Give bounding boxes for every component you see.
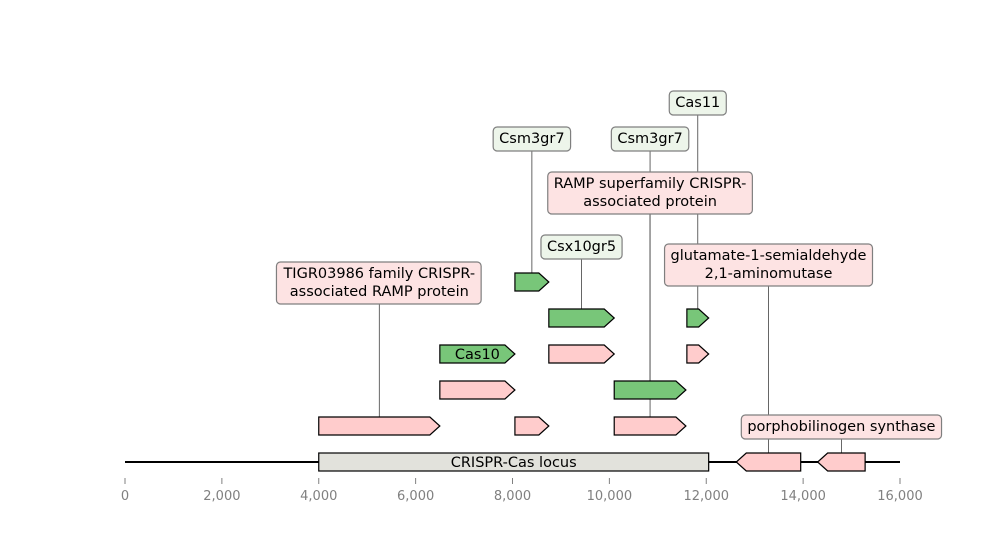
callout-box bbox=[668, 90, 727, 116]
callout-box bbox=[740, 414, 943, 440]
axis-tick-label: 4,000 bbox=[300, 489, 337, 504]
gene-callout: Cas11 bbox=[668, 90, 727, 116]
gene-callout: porphobilinogen synthase bbox=[740, 414, 943, 440]
feature-labels: TIGR03986 family CRISPR-associated RAMP … bbox=[275, 90, 943, 440]
gene-arrow bbox=[318, 416, 441, 436]
gene-arrow bbox=[514, 272, 550, 292]
gene-arrow bbox=[613, 416, 687, 436]
callout-box bbox=[547, 171, 753, 215]
gene-arrow bbox=[439, 344, 516, 364]
gene-callout: Csm3gr7 bbox=[492, 126, 572, 152]
gene-arrow bbox=[439, 380, 516, 400]
gene-callout: Csm3gr7 bbox=[610, 126, 690, 152]
gene-callout: RAMP superfamily CRISPR-associated prote… bbox=[547, 171, 753, 215]
gene-arrow bbox=[613, 380, 687, 400]
axis-tick-label: 8,000 bbox=[494, 489, 531, 504]
gene-arrow bbox=[514, 416, 550, 436]
gene-arrow bbox=[735, 452, 802, 472]
callout-box bbox=[663, 243, 874, 287]
sequence-backbone: CRISPR-Cas locus bbox=[125, 452, 900, 472]
gene-features bbox=[318, 272, 866, 472]
gene-arrow bbox=[686, 344, 710, 364]
axis-tick-label: 12,000 bbox=[684, 489, 730, 504]
callout-box bbox=[540, 234, 623, 260]
gene-callout-label: glutamate-1-semialdehyde 2,1-aminomutase bbox=[671, 248, 867, 282]
axis-tick-label: 16,000 bbox=[877, 489, 923, 504]
gene-callout-label: Csx10gr5 bbox=[547, 239, 616, 255]
gene-callout: Csx10gr5 bbox=[540, 234, 623, 260]
gene-arrow bbox=[548, 308, 616, 328]
gene-callout-label: Cas11 bbox=[675, 95, 720, 111]
axis-tick-label: 14,000 bbox=[780, 489, 826, 504]
axis-tick-label: 2,000 bbox=[203, 489, 240, 504]
axis-tick-label: 6,000 bbox=[397, 489, 434, 504]
gene-callout-label: Csm3gr7 bbox=[617, 131, 682, 147]
callout-box bbox=[275, 261, 482, 305]
locus-label: CRISPR-Cas locus bbox=[451, 455, 577, 471]
callout-box bbox=[492, 126, 572, 152]
callout-box bbox=[610, 126, 690, 152]
gene-callout-label: RAMP superfamily CRISPR-associated prote… bbox=[554, 176, 747, 210]
gene-callout-label: Csm3gr7 bbox=[499, 131, 564, 147]
gene-arrow bbox=[548, 344, 616, 364]
gene-arrow bbox=[816, 452, 866, 472]
gene-callout: TIGR03986 family CRISPR-associated RAMP … bbox=[275, 261, 482, 305]
axis-tick-label: 10,000 bbox=[587, 489, 633, 504]
locus-region bbox=[318, 452, 710, 472]
gene-callout-label: TIGR03986 family CRISPR-associated RAMP … bbox=[282, 266, 475, 300]
gene-callout: glutamate-1-semialdehyde 2,1-aminomutase bbox=[663, 243, 874, 287]
gene-inline-label: Cas10 bbox=[455, 347, 500, 363]
gene-arrow bbox=[686, 308, 710, 328]
gene-callout-label: porphobilinogen synthase bbox=[747, 419, 935, 435]
x-axis: 0 2,000 4,000 6,000 8,000 10,000 12,000 14,000 1… bbox=[121, 478, 923, 504]
axis-tick-label: 0 bbox=[121, 489, 129, 504]
